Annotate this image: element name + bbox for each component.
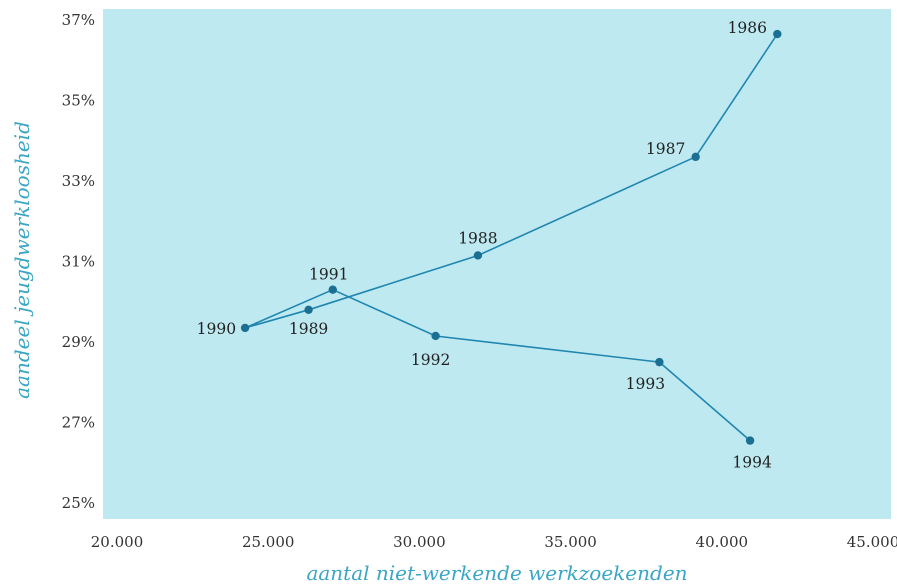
x-tick-label: 20.000 <box>91 533 144 551</box>
plot-area <box>103 9 891 519</box>
y-tick-label: 27% <box>62 414 95 432</box>
point-label: 1986 <box>728 19 767 37</box>
point-label: 1992 <box>411 351 450 369</box>
data-point <box>431 331 440 341</box>
data-point <box>473 251 483 260</box>
x-axis-title: aantal niet-werkende werkzoekenden <box>306 561 687 585</box>
data-point <box>691 152 700 162</box>
point-label: 1989 <box>289 320 328 338</box>
x-axis: 20.000 25.000 30.000 35.000 40.000 45.000 <box>91 533 897 551</box>
y-axis: 25% 27% 29% 31% 33% 35% 37% <box>62 11 95 512</box>
point-label: 1990 <box>197 320 236 338</box>
data-point <box>655 357 664 367</box>
data-labels: 1986 1987 1988 1989 1990 1991 1992 1993 1994 <box>197 19 772 472</box>
point-label: 1987 <box>646 140 685 158</box>
point-label: 1994 <box>732 454 772 472</box>
y-tick-label: 29% <box>62 333 95 351</box>
y-tick-label: 33% <box>62 172 95 190</box>
data-point <box>328 285 337 294</box>
y-axis-title: aandeel jeugdwerkloosheid <box>10 121 34 399</box>
y-tick-label: 35% <box>62 92 95 110</box>
data-point <box>745 436 755 445</box>
point-label: 1988 <box>458 229 497 247</box>
data-point <box>773 29 782 39</box>
point-label: 1991 <box>309 266 348 284</box>
x-tick-label: 30.000 <box>393 533 446 551</box>
data-point <box>240 323 250 333</box>
point-label: 1993 <box>626 375 665 393</box>
x-tick-label: 35.000 <box>544 533 597 551</box>
y-tick-label: 37% <box>62 11 95 29</box>
data-points <box>240 29 782 445</box>
y-tick-label: 25% <box>62 494 95 512</box>
x-tick-label: 25.000 <box>242 533 295 551</box>
data-point <box>304 305 313 314</box>
x-tick-label: 45.000 <box>847 533 897 551</box>
y-tick-label: 31% <box>62 253 95 271</box>
x-tick-label: 40.000 <box>696 533 749 551</box>
